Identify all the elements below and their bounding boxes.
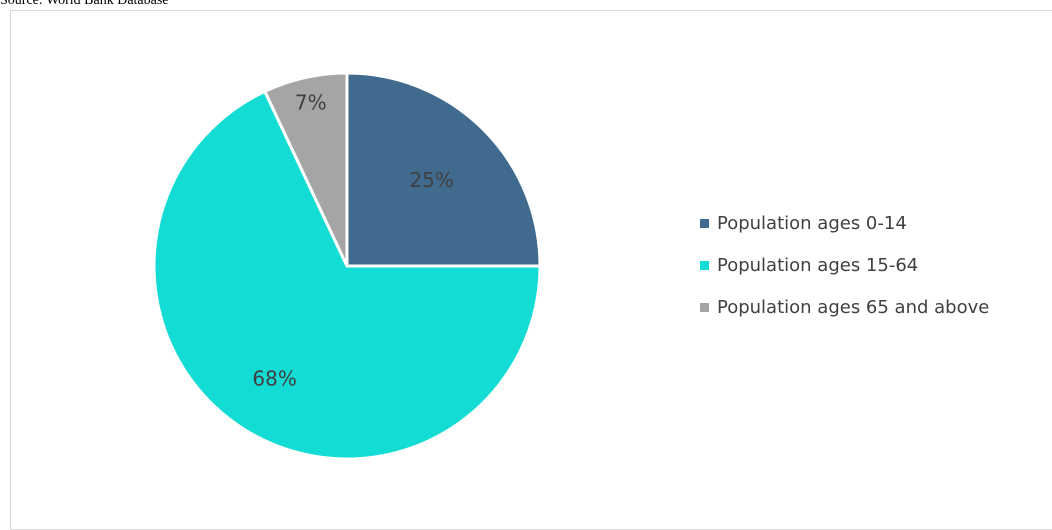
data-label-2: 68% [252,367,296,391]
pie-slice-1 [345,71,542,268]
legend: Population ages 0-14 Population ages 15-6… [700,213,989,318]
legend-swatch-1 [700,219,709,228]
pie-data-labels: 25% 68% 7% [252,91,453,391]
legend-label-2: Population ages 15-64 [717,255,918,276]
legend-label-3: Population ages 65 and above [717,297,989,318]
pie-chart: 25%68%7% Population ages 0-14Population … [152,71,989,461]
legend-swatch-2 [700,261,709,270]
data-label-1: 25% [409,168,453,192]
pie-slices [152,71,542,461]
source-note: Source: World Bank Database [0,0,169,8]
data-label-3: 7% [295,91,327,115]
pie-slice-2 [152,89,542,461]
pie-slice-3 [262,71,349,267]
legend-swatch-3 [700,303,709,312]
legend-label-1: Population ages 0-14 [717,213,907,234]
